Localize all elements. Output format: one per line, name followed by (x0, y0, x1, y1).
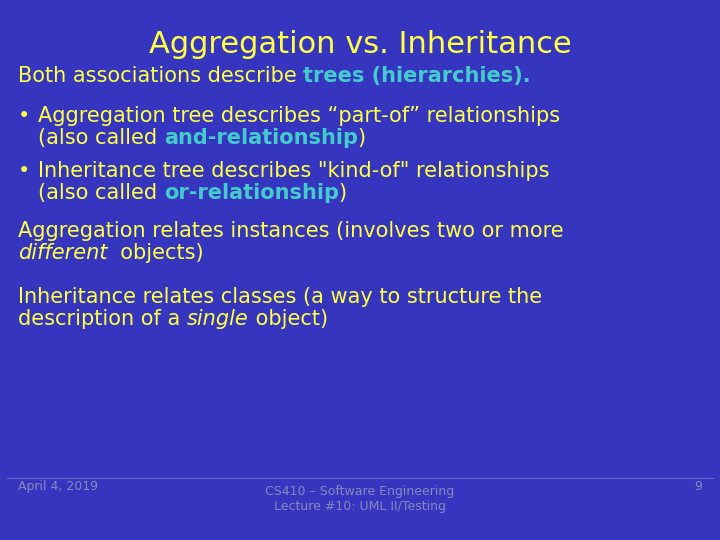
Text: •: • (18, 161, 30, 181)
Text: objects): objects) (107, 243, 204, 263)
Text: (also called: (also called (38, 183, 163, 203)
Text: April 4, 2019: April 4, 2019 (18, 480, 98, 493)
Text: trees (hierarchies).: trees (hierarchies). (303, 66, 531, 86)
Text: 9: 9 (694, 480, 702, 493)
Text: description of a: description of a (18, 309, 187, 329)
Text: Both associations describe: Both associations describe (18, 66, 303, 86)
Text: Aggregation tree describes “part-of” relationships: Aggregation tree describes “part-of” rel… (38, 106, 560, 126)
Text: Aggregation relates instances (involves two or more: Aggregation relates instances (involves … (18, 221, 564, 241)
Text: different: different (18, 243, 107, 263)
Text: or-relationship: or-relationship (163, 183, 338, 203)
Text: object): object) (248, 309, 328, 329)
Text: ): ) (358, 128, 366, 148)
Text: ): ) (338, 183, 347, 203)
Text: Inheritance tree describes "kind-of" relationships: Inheritance tree describes "kind-of" rel… (38, 161, 549, 181)
Text: and-relationship: and-relationship (163, 128, 358, 148)
Text: CS410 – Software Engineering
Lecture #10: UML II/Testing: CS410 – Software Engineering Lecture #10… (266, 485, 454, 513)
Text: Inheritance relates classes (a way to structure the: Inheritance relates classes (a way to st… (18, 287, 542, 307)
Text: Aggregation vs. Inheritance: Aggregation vs. Inheritance (148, 30, 572, 59)
Text: single: single (187, 309, 248, 329)
Text: •: • (18, 106, 30, 126)
Text: (also called: (also called (38, 128, 163, 148)
